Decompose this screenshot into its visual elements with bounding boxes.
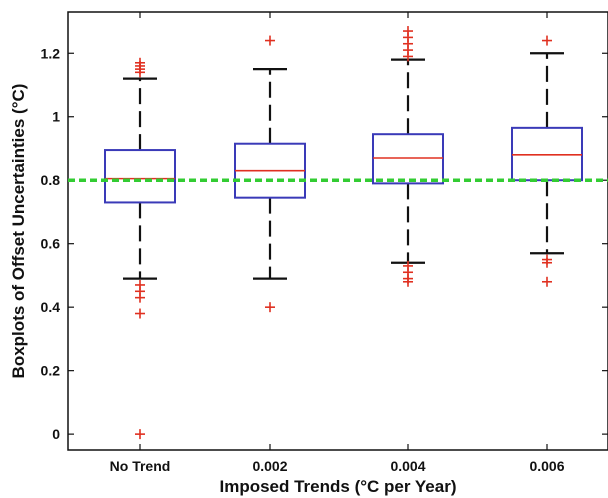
y-tick-label: 0 [52, 426, 60, 442]
x-tick-label: 0.006 [529, 458, 564, 474]
outlier-marker [403, 276, 413, 287]
outlier-marker [542, 257, 552, 268]
y-tick-label: 0.8 [41, 172, 61, 188]
outlier-marker [265, 35, 275, 46]
boxplot-4 [511, 35, 583, 287]
outlier-marker [135, 67, 145, 78]
y-tick-label: 1 [52, 109, 60, 125]
x-axis-title: Imposed Trends (°C per Year) [219, 477, 456, 496]
outlier-marker [542, 35, 552, 46]
outlier-marker [135, 429, 145, 440]
outlier-marker [403, 51, 413, 62]
x-tick-label: 0.002 [252, 458, 287, 474]
boxplot-3 [372, 26, 444, 287]
y-tick-label: 0.2 [41, 363, 61, 379]
y-tick-label: 0.6 [41, 236, 61, 252]
x-tick-label: 0.004 [390, 458, 425, 474]
box-iqr [104, 149, 176, 204]
x-tick-label: No Trend [110, 458, 171, 474]
outlier-marker [265, 302, 275, 313]
outlier-marker [135, 308, 145, 319]
y-axis-title: Boxplots of Offset Uncertainties (°C) [9, 84, 28, 379]
plot-area [67, 11, 608, 451]
boxplot-2 [234, 35, 306, 313]
outlier-marker [542, 276, 552, 287]
outlier-marker [135, 292, 145, 303]
y-tick-label: 0.4 [41, 299, 61, 315]
y-tick-label: 1.2 [41, 45, 61, 61]
